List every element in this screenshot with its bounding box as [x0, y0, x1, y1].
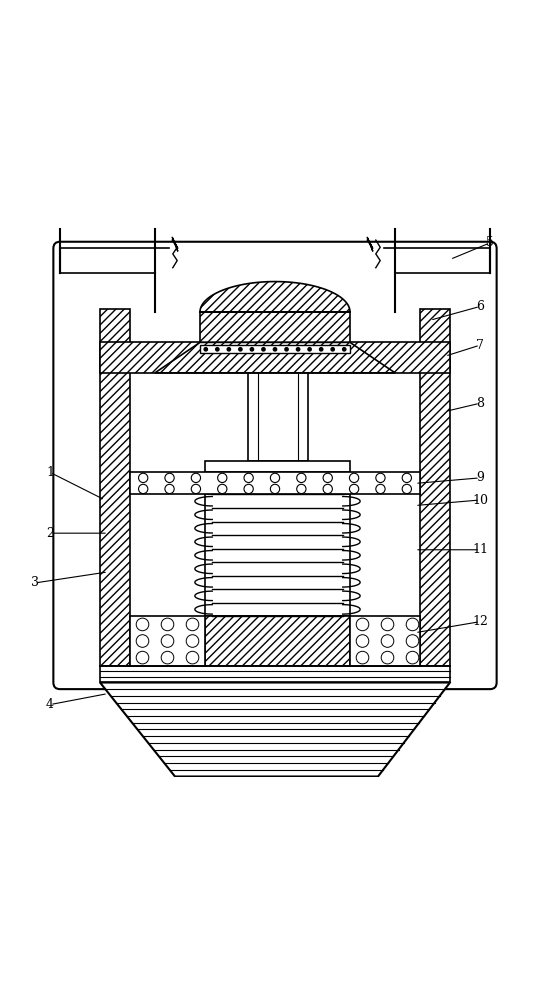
Text: 9: 9 [476, 471, 484, 484]
Circle shape [227, 348, 231, 351]
Bar [100, 342, 450, 373]
Bar [205, 494, 350, 616]
Circle shape [285, 348, 288, 351]
Text: 7: 7 [476, 339, 484, 352]
Bar [100, 309, 130, 666]
Circle shape [320, 348, 323, 351]
Circle shape [251, 348, 254, 351]
Circle shape [308, 348, 311, 351]
Text: 2: 2 [46, 527, 54, 540]
Bar [130, 472, 420, 494]
Bar [205, 461, 350, 472]
Bar [420, 309, 450, 666]
Text: 10: 10 [472, 493, 488, 506]
Text: 4: 4 [46, 698, 54, 711]
Text: 6: 6 [476, 300, 484, 313]
Text: 1: 1 [46, 466, 54, 479]
Polygon shape [200, 282, 350, 342]
Circle shape [262, 348, 265, 351]
Text: 5: 5 [486, 236, 494, 249]
Text: 12: 12 [472, 615, 488, 628]
Circle shape [239, 348, 242, 351]
Circle shape [204, 348, 207, 351]
Bar [130, 616, 205, 666]
FancyBboxPatch shape [53, 242, 497, 689]
Bar [205, 616, 350, 666]
Bar [100, 666, 450, 682]
Circle shape [342, 348, 346, 351]
Circle shape [216, 348, 219, 351]
Polygon shape [155, 342, 395, 373]
Bar [350, 616, 420, 666]
Circle shape [273, 348, 276, 351]
Text: 3: 3 [31, 576, 39, 589]
Circle shape [296, 348, 300, 351]
Bar [200, 345, 350, 353]
Polygon shape [100, 682, 450, 776]
Text: 11: 11 [472, 543, 488, 556]
Bar [248, 373, 308, 461]
Circle shape [331, 348, 335, 351]
Text: 8: 8 [476, 397, 484, 410]
